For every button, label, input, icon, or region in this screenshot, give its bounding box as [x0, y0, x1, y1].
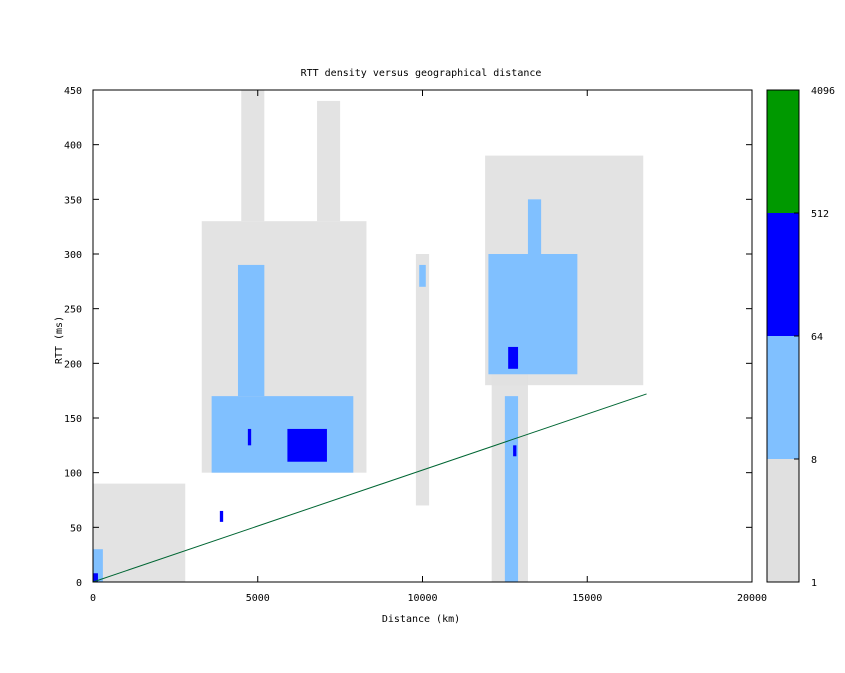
y-tick-label-1: 50: [70, 523, 82, 534]
x-axis-label: Distance (km): [382, 614, 460, 625]
density-cell-8: [287, 428, 327, 462]
y-tick-label-8: 400: [64, 141, 82, 152]
x-tick-label-3: 15000: [572, 593, 602, 604]
density-cell-4: [241, 90, 265, 222]
y-tick-label-7: 350: [64, 195, 82, 206]
x-tick-label-1: 5000: [246, 593, 270, 604]
colorbar-tick-label-2: 64: [811, 332, 823, 343]
density-cell-17: [504, 396, 519, 582]
colorbar-tick-label-3: 512: [811, 209, 829, 220]
y-axis-ticks: 0 50 100 150 200 250 300 350 400 450: [64, 86, 752, 589]
reference-lines: [92, 393, 647, 583]
y-tick-label-5: 250: [64, 305, 82, 316]
density-cell-7: [237, 264, 265, 397]
density-cell-16: [527, 199, 542, 254]
colorbar-band-2: [767, 213, 799, 336]
y-tick-label-4: 200: [64, 359, 82, 370]
density-cell-11: [415, 254, 430, 506]
colorbar-tick-label-4: 4096: [811, 86, 835, 97]
density-cell-6: [211, 396, 354, 473]
y-tick-label-3: 150: [64, 414, 82, 425]
y-axis-label: RTT (ms): [54, 316, 65, 364]
density-cell-10: [219, 510, 224, 522]
colorbar-tick-label-0: 1: [811, 578, 817, 589]
colorbar: 1 8 64 512 4096: [766, 86, 835, 589]
x-axis-ticks: 0 5000 10000 15000 20000: [90, 90, 767, 604]
y-tick-label-2: 100: [64, 469, 82, 480]
y-tick-label-6: 300: [64, 250, 82, 261]
y-tick-label-0: 0: [76, 578, 82, 589]
colorbar-band-0: [767, 459, 799, 582]
distance-lower-bound-line-0: [92, 393, 647, 583]
density-cell-1: [93, 549, 103, 582]
colorbar-band-1: [767, 336, 799, 459]
density-cell-12: [419, 264, 426, 287]
density-cell-0: [93, 483, 186, 582]
density-cell-19: [513, 445, 517, 457]
density-cell-2: [93, 573, 98, 582]
y-tick-label-9: 450: [64, 86, 82, 97]
x-tick-label-0: 0: [90, 593, 96, 604]
heatmap-cells: [93, 90, 644, 582]
density-cell-15: [488, 254, 578, 375]
density-cell-5: [317, 100, 341, 222]
x-tick-label-2: 10000: [407, 593, 437, 604]
colorbar-band-3: [767, 90, 799, 213]
chart-title: RTT density versus geographical distance: [301, 68, 542, 79]
density-cell-18: [508, 346, 519, 369]
colorbar-tick-label-1: 8: [811, 455, 817, 466]
x-tick-label-4: 20000: [737, 593, 767, 604]
density-cell-9: [247, 428, 252, 446]
